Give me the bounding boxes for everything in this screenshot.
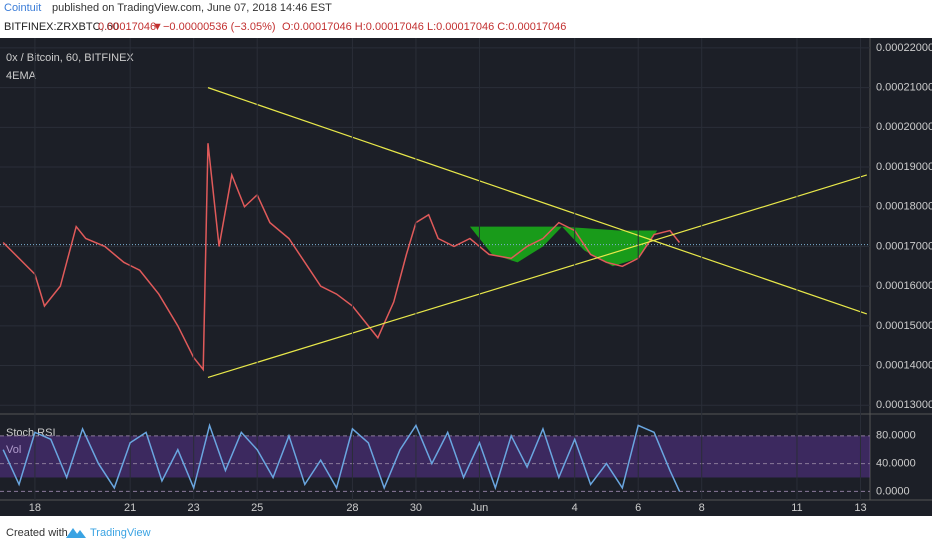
pattern-highlight — [562, 226, 658, 267]
x-tick-label: 25 — [251, 502, 263, 514]
x-tick-label: 21 — [124, 502, 136, 514]
indicator-label: 4EMA — [6, 70, 37, 82]
x-tick-label: 23 — [188, 502, 200, 514]
x-tick-label: 8 — [699, 502, 705, 514]
logo — [66, 528, 86, 538]
indicator-label: Vol — [6, 444, 21, 456]
y-tick-label: 0.00014000 — [876, 359, 932, 371]
footer-text: Created with — [6, 527, 68, 539]
y-tick-label: 80.0000 — [876, 430, 916, 442]
trendline — [207, 174, 868, 379]
y-tick-label: 0.00016000 — [876, 280, 932, 292]
series-line — [2, 422, 681, 492]
y-tick-label: 0.00018000 — [876, 201, 932, 213]
y-tick-label: 0.00020000 — [876, 121, 932, 133]
author[interactable]: Cointuit — [4, 2, 41, 14]
y-tick-label: 0.00019000 — [876, 161, 932, 173]
last-price: 0.00017046 — [98, 21, 156, 33]
y-tick-label: 0.00013000 — [876, 399, 932, 411]
y-tick-label: 0.00021000 — [876, 82, 932, 94]
y-tick-label: 0.00022000 — [876, 42, 932, 54]
y-tick-label: 0.0000 — [876, 485, 910, 497]
published: published on TradingView.com, June 07, 2… — [52, 2, 332, 14]
symbol: BITFINEX:ZRXBTC, 60 — [4, 21, 119, 33]
series-line — [2, 143, 681, 372]
x-tick-label: 11 — [791, 502, 802, 514]
x-tick-label: 4 — [572, 502, 578, 514]
trendline — [207, 87, 868, 315]
y-tick-label: 0.00017000 — [876, 240, 932, 252]
y-tick-label: 0.00015000 — [876, 320, 932, 332]
x-tick-label: Jun — [471, 502, 489, 514]
x-tick-label: 13 — [854, 502, 866, 514]
chart-bg — [0, 38, 932, 516]
x-tick-label: 28 — [346, 502, 358, 514]
arrow: ▼ — [152, 21, 163, 33]
ohlc: O:0.00017046 H:0.00017046 L:0.00017046 C… — [282, 21, 566, 33]
pattern-highlight — [469, 226, 563, 263]
x-tick-label: 6 — [635, 502, 641, 514]
x-tick-label: 18 — [29, 502, 41, 514]
footer-brand[interactable]: TradingView — [90, 527, 151, 539]
y-tick-label: 40.0000 — [876, 458, 916, 470]
chart-title: 0x / Bitcoin, 60, BITFINEX — [6, 52, 134, 64]
change: −0.00000536 (−3.05%) — [163, 21, 276, 33]
x-tick-label: 30 — [410, 502, 422, 514]
